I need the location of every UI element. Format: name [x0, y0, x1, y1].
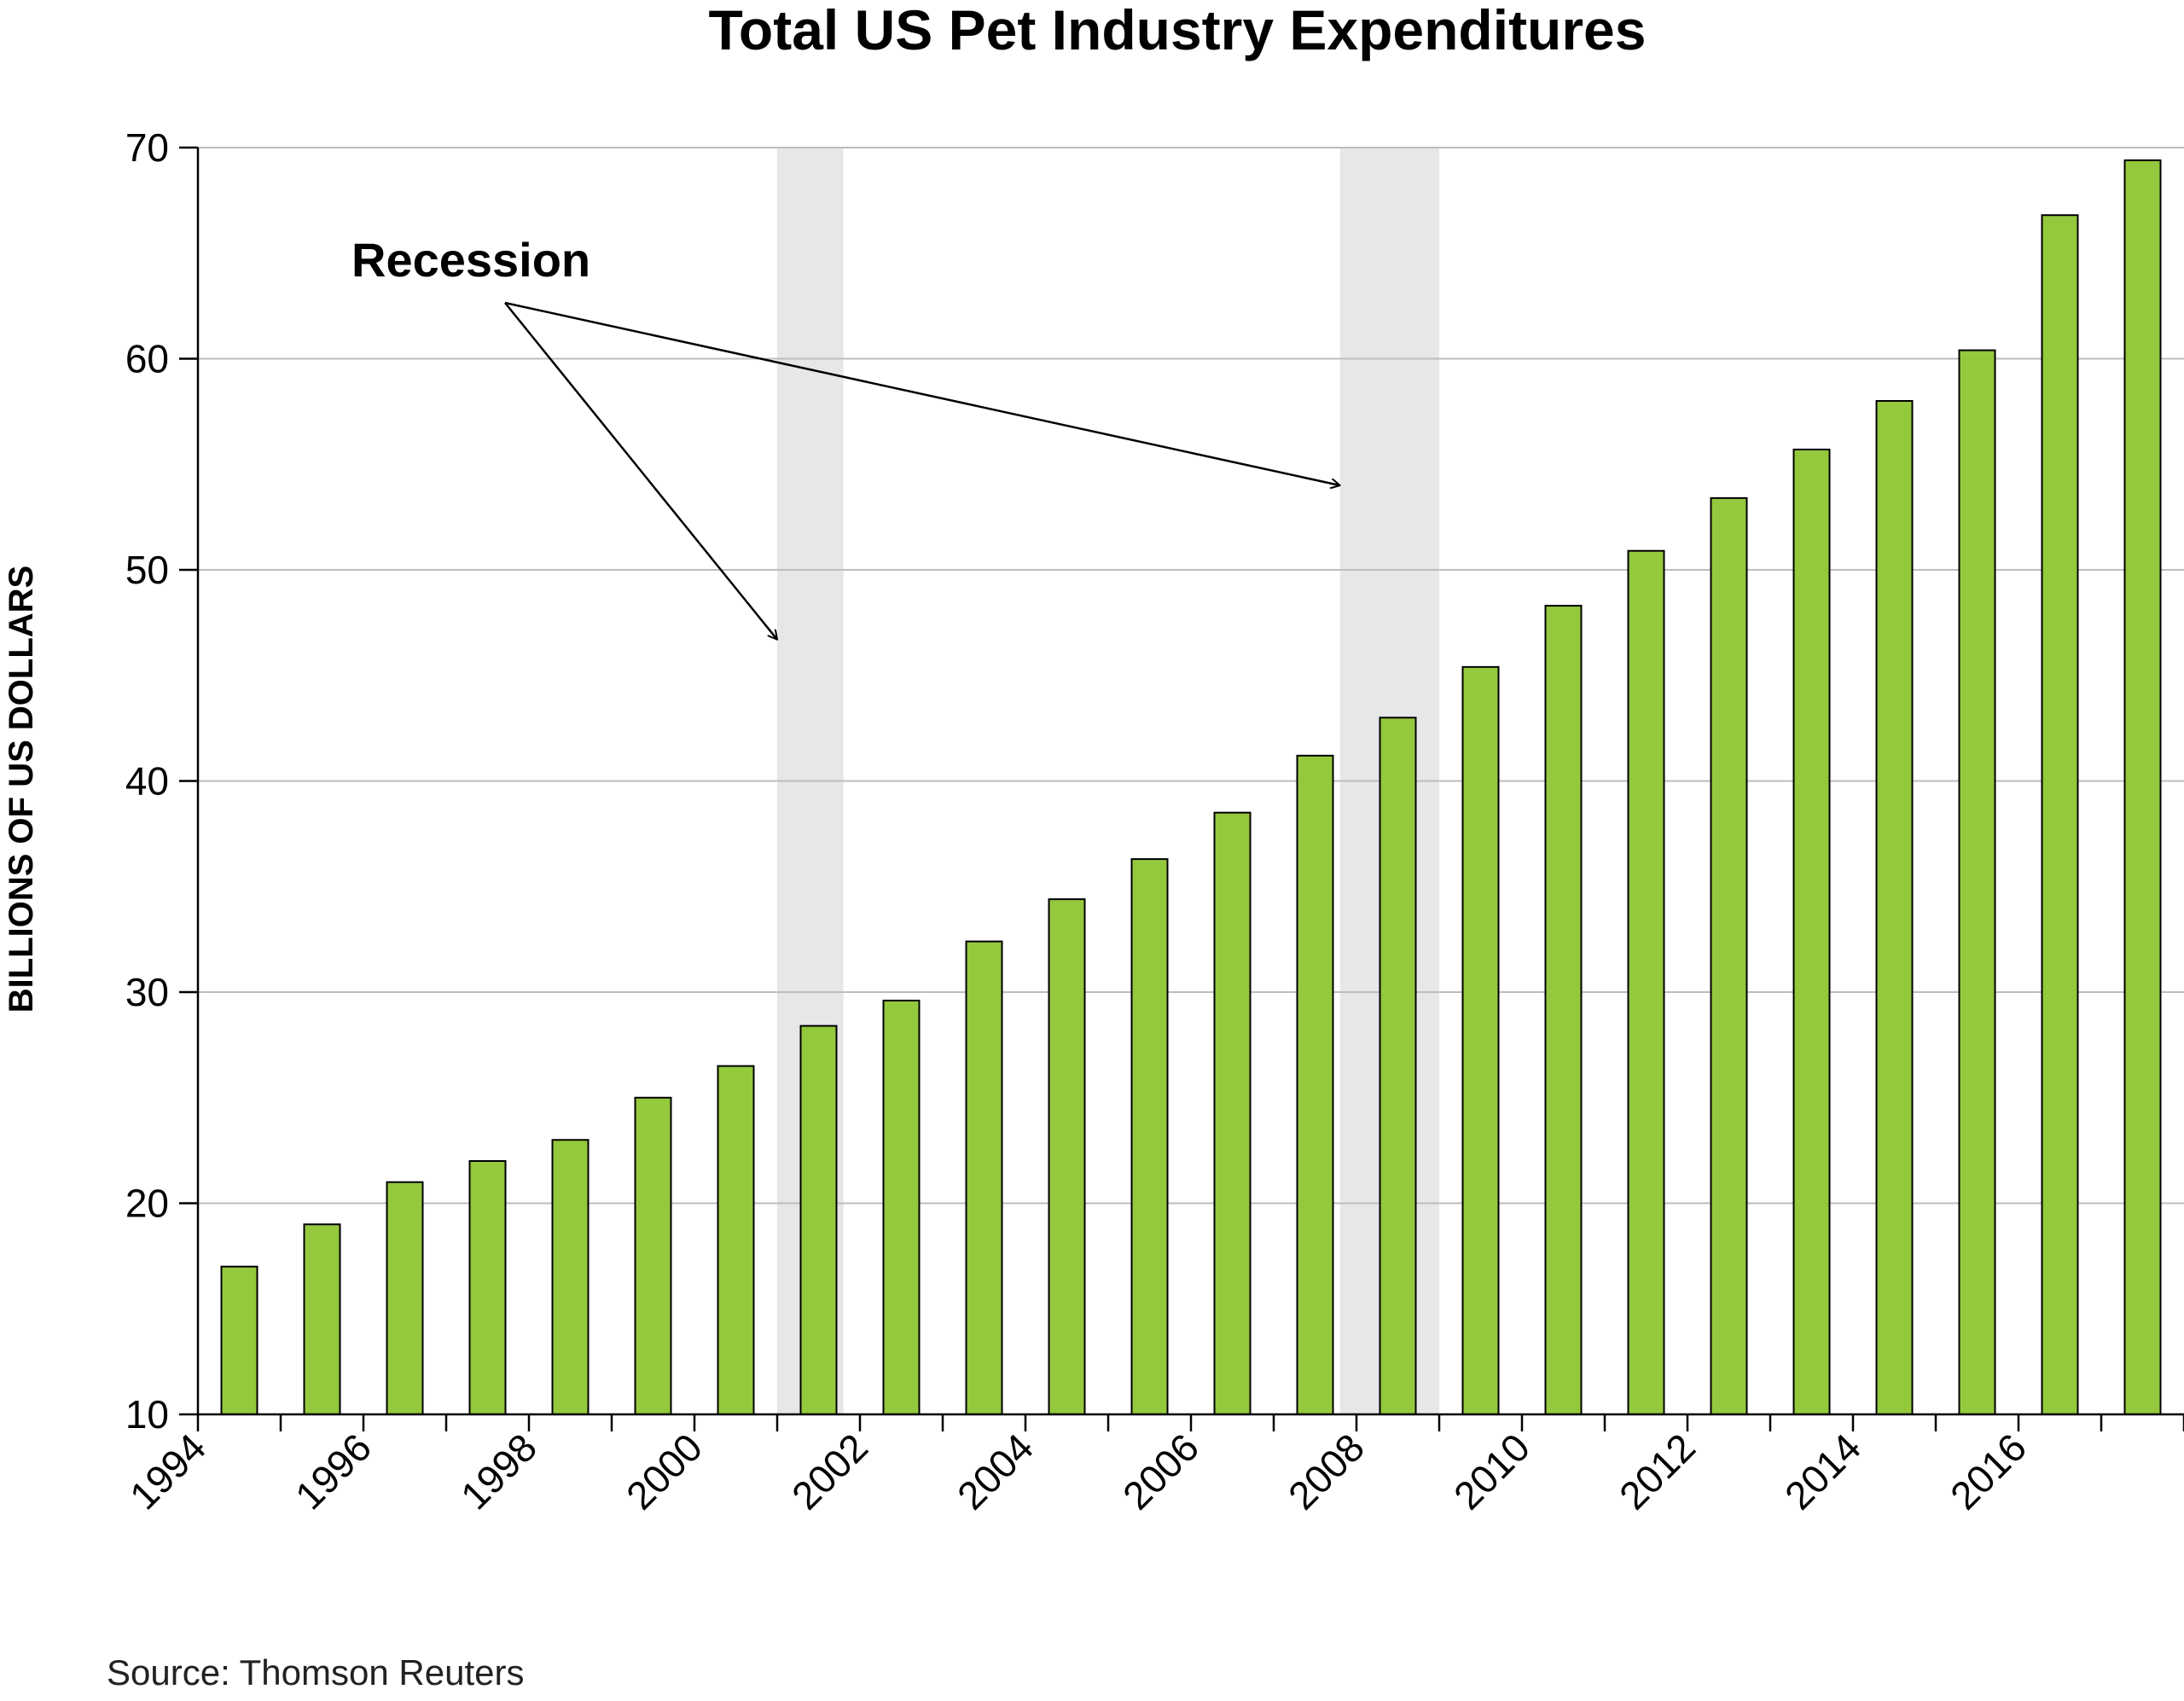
x-tick-label-2008: 2008 [1280, 1425, 1373, 1518]
bar-2017 [2123, 159, 2162, 1416]
bar-2006 [1213, 811, 1252, 1415]
y-tick-labels: 10 20 30 40 50 60 70 [125, 125, 169, 1437]
bar-2010 [1544, 605, 1583, 1415]
chart-title: Total US Pet Industry Expenditures [709, 0, 1647, 61]
bar-2012 [1710, 496, 1748, 1415]
bar-2011 [1627, 549, 1665, 1415]
gridlines [198, 147, 2184, 1205]
x-tick-label-2000: 2000 [618, 1425, 711, 1518]
bar-2016 [2041, 214, 2079, 1416]
bar-2002 [882, 999, 921, 1416]
bar-2008 [1379, 717, 1417, 1415]
x-tick-label-2006: 2006 [1114, 1425, 1207, 1518]
x-tick-label-2014: 2014 [1776, 1425, 1869, 1518]
bar-2005 [1130, 858, 1169, 1415]
bar-1995 [303, 1223, 341, 1415]
x-tick-label-1996: 1996 [287, 1425, 380, 1518]
bar-2013 [1792, 448, 1831, 1415]
bar-2003 [965, 940, 1003, 1415]
bar-1997 [468, 1160, 507, 1415]
y-tick-label-10: 10 [125, 1392, 169, 1437]
source-note: Source: Thomson Reuters [107, 1652, 524, 1692]
bar-2009 [1461, 665, 1500, 1415]
arrow-to-2001 [504, 302, 777, 640]
arrow-to-2008 [504, 301, 1340, 485]
bar-1996 [386, 1181, 424, 1415]
bar-1999 [634, 1096, 672, 1415]
y-tick-label-30: 30 [125, 970, 169, 1014]
y-axis-label: BILLIONS OF US DOLLARS [3, 566, 40, 1013]
bar-2015 [1958, 349, 1996, 1416]
recession-arrows [504, 301, 1340, 640]
x-tick-label-2012: 2012 [1611, 1425, 1704, 1518]
y-tick-label-50: 50 [125, 548, 169, 592]
bar-1998 [551, 1139, 590, 1415]
y-tick-label-60: 60 [125, 337, 169, 381]
x-tick-label-1998: 1998 [452, 1425, 545, 1518]
y-tick-label-20: 20 [125, 1181, 169, 1226]
y-tick-label-70: 70 [125, 125, 169, 170]
recession-annotation: Recession [351, 233, 590, 287]
x-tick-label-2010: 2010 [1445, 1425, 1538, 1518]
x-tick-label-2004: 2004 [949, 1425, 1042, 1518]
bar-2000 [717, 1065, 755, 1415]
x-tick-label-2016: 2016 [1942, 1425, 2035, 1518]
bar-1994 [220, 1265, 258, 1415]
bars [220, 159, 2162, 1416]
bar-2014 [1875, 400, 1914, 1415]
y-tick-label-40: 40 [125, 759, 169, 804]
bar-2001 [799, 1025, 838, 1415]
x-tick-labels: 1994 1996 1998 2000 2002 2004 2006 2008 2010 2012… [121, 1425, 2035, 1518]
axes [179, 146, 2184, 1431]
x-tick-label-2002: 2002 [783, 1425, 876, 1518]
x-tick-label-1994: 1994 [121, 1425, 214, 1518]
bar-2007 [1296, 754, 1334, 1415]
bar-2004 [1048, 898, 1086, 1415]
